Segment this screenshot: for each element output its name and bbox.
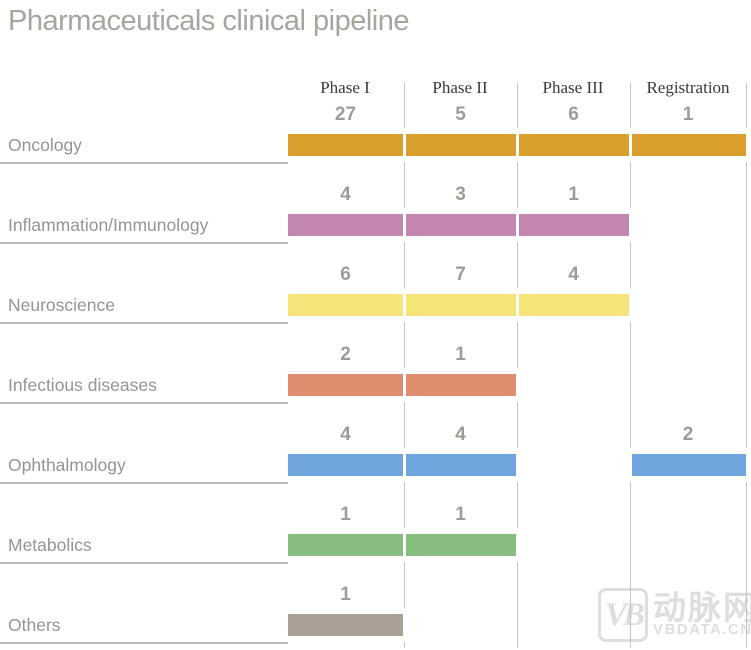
column-divider-line bbox=[404, 83, 405, 648]
bar-segment bbox=[288, 534, 403, 556]
row-underline bbox=[0, 642, 288, 644]
column-header-phase-3: Phase III bbox=[542, 78, 604, 97]
bar-segment bbox=[406, 534, 516, 556]
row-label: Neuroscience bbox=[8, 295, 115, 315]
row-label: Others bbox=[8, 615, 61, 635]
bar-value: 6 bbox=[568, 104, 579, 125]
watermark-site-text: VBDATA.CN bbox=[653, 621, 751, 638]
bar-value: 6 bbox=[340, 264, 351, 285]
row-label: Oncology bbox=[8, 135, 82, 155]
column-header-phase-1: Phase I bbox=[320, 78, 370, 97]
bar-value: 4 bbox=[568, 264, 579, 285]
bar-segment bbox=[288, 134, 403, 156]
watermark-cn-text: 动脉网 bbox=[653, 589, 751, 626]
bar-segment bbox=[406, 294, 516, 316]
bar-value: 1 bbox=[340, 504, 351, 525]
bar-value: 27 bbox=[334, 104, 357, 125]
bar-segment bbox=[288, 374, 403, 396]
bar-segment bbox=[632, 134, 746, 156]
row-underline bbox=[0, 322, 288, 324]
row-label: Ophthalmology bbox=[8, 455, 126, 475]
bar-value: 2 bbox=[682, 424, 694, 445]
row-label: Infectious diseases bbox=[8, 375, 157, 395]
bar-value: 1 bbox=[455, 344, 466, 365]
bar-value: 4 bbox=[340, 184, 351, 205]
watermark: VB 动脉网 VBDATA.CN bbox=[598, 585, 751, 643]
bar-segment bbox=[519, 134, 629, 156]
column-header-registration: Registration bbox=[646, 78, 730, 97]
bar-value: 1 bbox=[568, 184, 579, 205]
bar-segment bbox=[519, 214, 629, 236]
bar-segment bbox=[288, 214, 403, 236]
column-divider-line bbox=[517, 83, 518, 648]
bar-segment bbox=[288, 614, 403, 636]
bar-segment bbox=[406, 134, 516, 156]
bar-value: 2 bbox=[340, 344, 351, 365]
bar-value: 1 bbox=[455, 504, 466, 525]
bar-segment bbox=[288, 294, 403, 316]
column-divider-line bbox=[630, 83, 631, 648]
row-underline bbox=[0, 162, 288, 164]
column-header-phase-2: Phase II bbox=[432, 78, 488, 97]
bar-segment bbox=[406, 374, 516, 396]
column-divider-line bbox=[746, 83, 747, 648]
bar-value: 4 bbox=[455, 424, 466, 445]
row-underline bbox=[0, 242, 288, 244]
chart-title: Pharmaceuticals clinical pipeline bbox=[8, 5, 409, 37]
bar-segment bbox=[632, 454, 746, 476]
bar-segment bbox=[288, 454, 403, 476]
bar-value: 4 bbox=[340, 424, 351, 445]
row-label: Inflammation/Immunology bbox=[8, 215, 209, 235]
bar-value: 5 bbox=[455, 104, 466, 125]
bar-segment bbox=[406, 454, 516, 476]
bar-value: 3 bbox=[455, 184, 466, 205]
bar-segment bbox=[406, 214, 516, 236]
bar-value: 1 bbox=[682, 104, 694, 125]
bar-segment bbox=[519, 294, 629, 316]
row-underline bbox=[0, 402, 288, 404]
row-underline bbox=[0, 562, 288, 564]
vb-logo-icon: VB bbox=[598, 588, 648, 642]
bar-value: 1 bbox=[340, 584, 351, 605]
row-label: Metabolics bbox=[8, 535, 92, 555]
bar-value: 7 bbox=[455, 264, 466, 285]
row-underline bbox=[0, 482, 288, 484]
